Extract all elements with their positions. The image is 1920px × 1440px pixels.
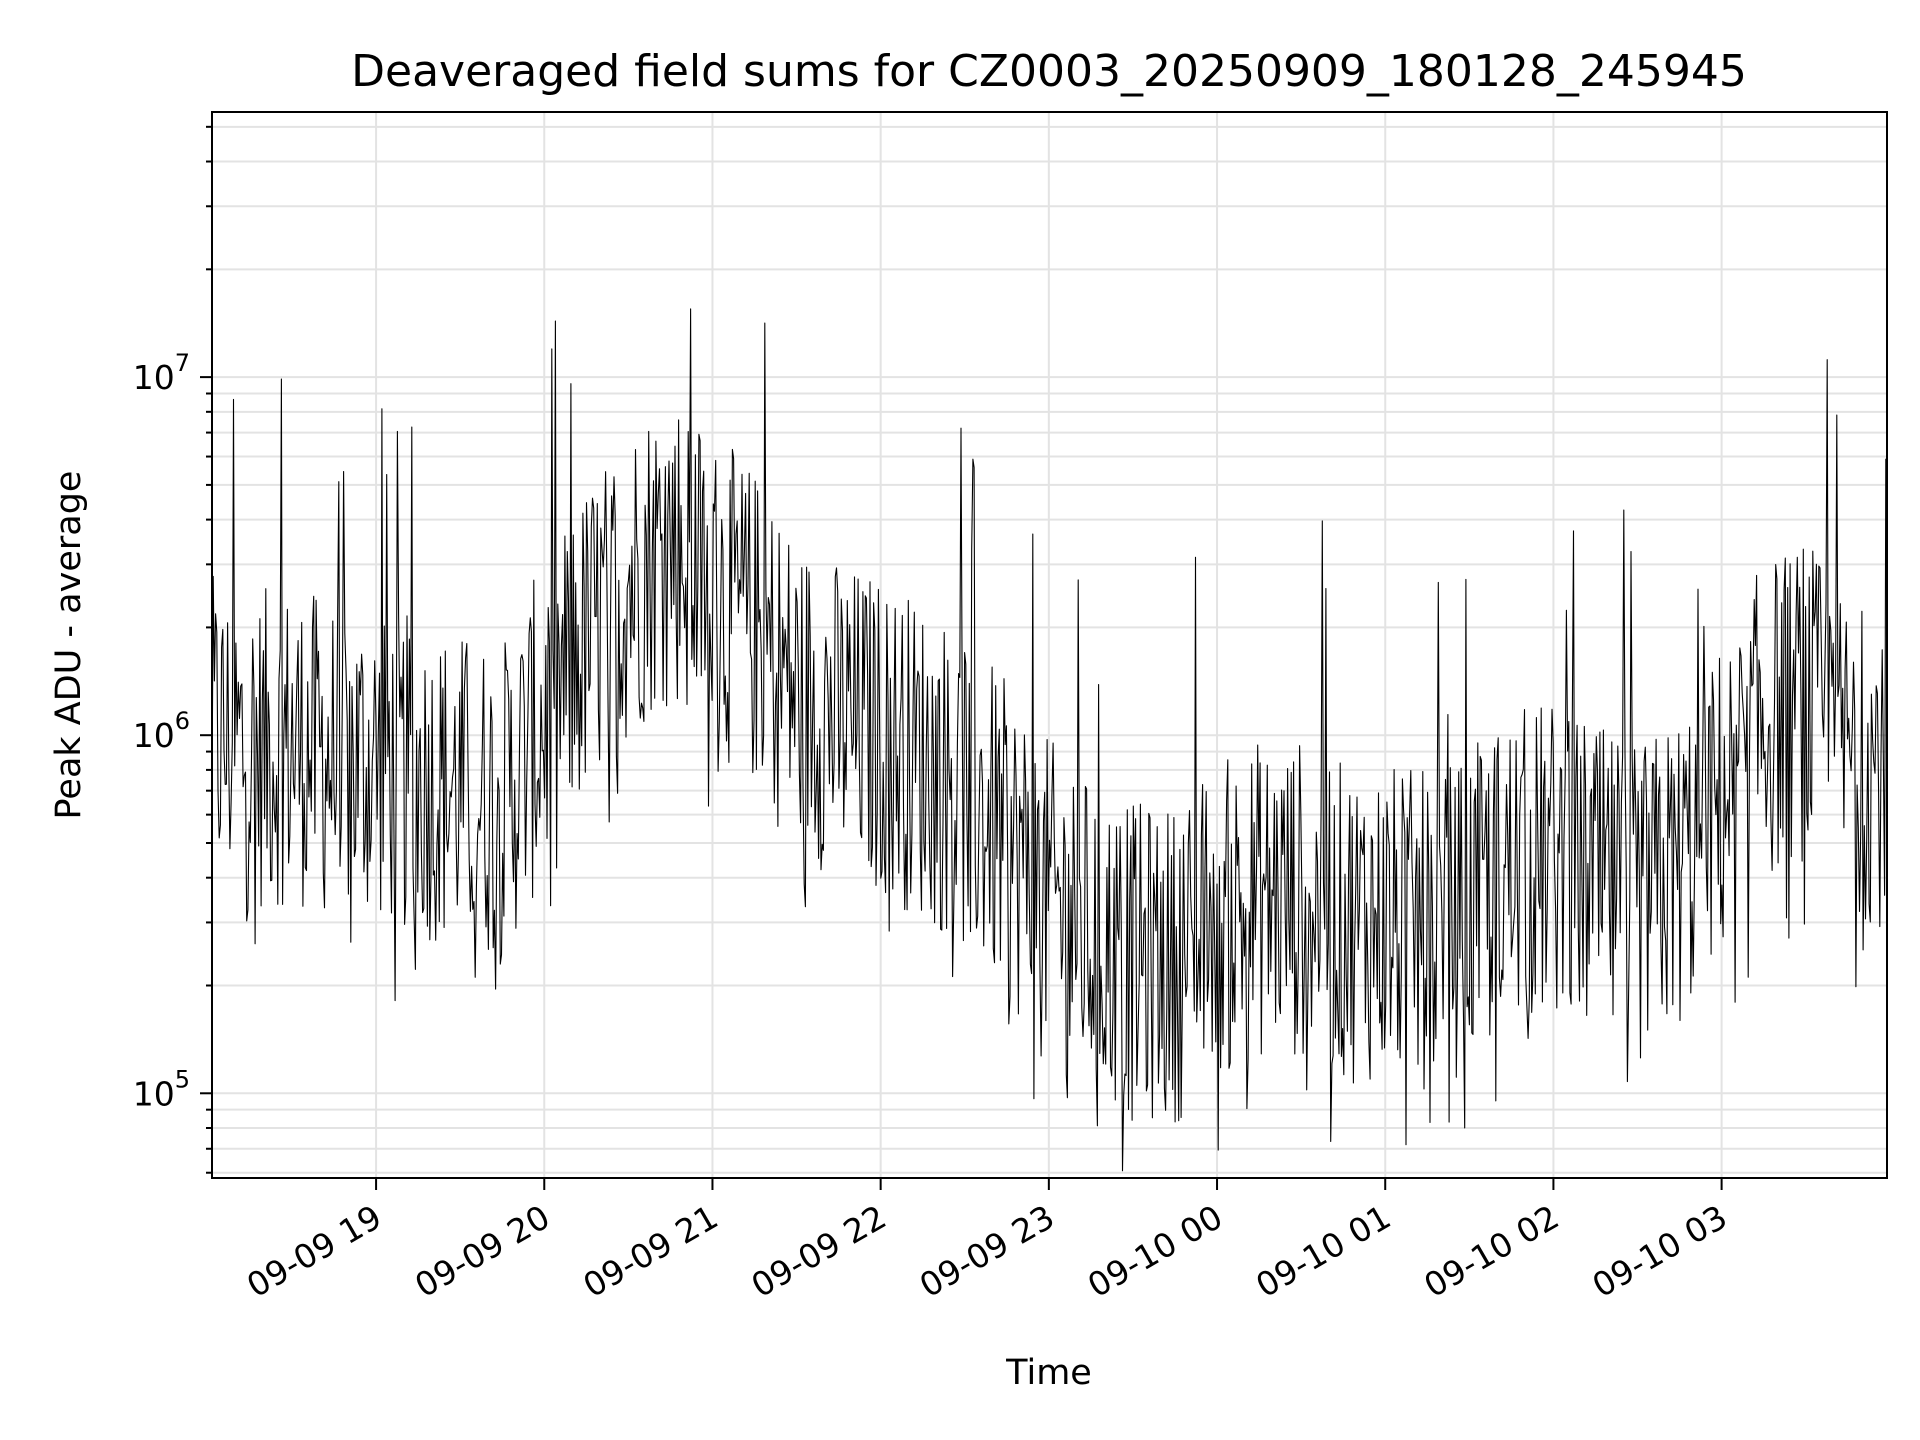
y-tick-label-base: 10 <box>133 1074 175 1113</box>
gridlines <box>212 112 1887 1178</box>
y-tick-label-exponent: 7 <box>175 349 190 377</box>
y-tick-label: 105 <box>133 1065 190 1113</box>
y-tick-label-exponent: 6 <box>175 707 190 735</box>
x-tick-label: 09-09 19 <box>240 1197 388 1305</box>
x-tick-label: 09-09 22 <box>745 1197 893 1305</box>
y-axis-label: Peak ADU - average <box>49 471 89 820</box>
x-tick-label: 09-09 20 <box>408 1197 556 1305</box>
y-tick-label: 107 <box>133 349 190 397</box>
x-tick-label: 09-10 00 <box>1081 1197 1229 1305</box>
y-tick-label-base: 10 <box>133 358 175 397</box>
chart-title: Deaveraged field sums for CZ0003_2025090… <box>351 46 1747 97</box>
y-tick-label-base: 10 <box>133 716 175 755</box>
series-line <box>211 308 1888 1172</box>
x-tick-label: 09-09 23 <box>913 1197 1061 1305</box>
series-layer <box>211 308 1888 1172</box>
x-tick-label: 09-10 03 <box>1586 1197 1734 1305</box>
x-tick-label: 09-10 02 <box>1417 1197 1565 1305</box>
axis-ticks <box>200 125 1723 1190</box>
x-tick-label: 09-10 01 <box>1249 1197 1397 1305</box>
y-tick-label: 106 <box>133 707 190 755</box>
x-axis-label: Time <box>1005 1353 1092 1393</box>
y-tick-label-exponent: 5 <box>175 1065 190 1093</box>
x-tick-label: 09-09 21 <box>576 1197 724 1305</box>
